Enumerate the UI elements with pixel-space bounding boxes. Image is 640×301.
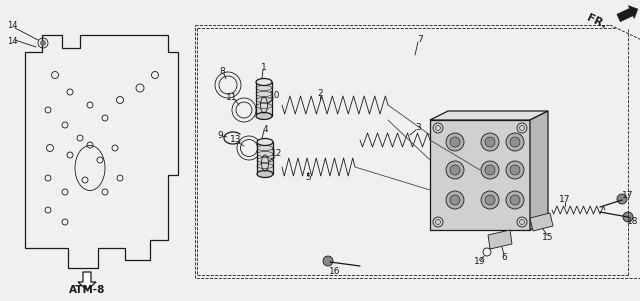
Ellipse shape [257,138,273,145]
Text: 12: 12 [271,150,283,159]
Circle shape [510,137,520,147]
Text: 9: 9 [217,131,223,139]
Circle shape [450,137,460,147]
Circle shape [485,165,495,175]
Circle shape [506,133,524,151]
Circle shape [506,161,524,179]
Text: 5: 5 [305,173,311,182]
Circle shape [623,212,633,222]
Circle shape [485,195,495,205]
Text: 1: 1 [261,64,267,73]
Circle shape [446,133,464,151]
Text: 7: 7 [417,36,423,45]
Text: 2: 2 [317,88,323,98]
Polygon shape [257,142,273,174]
Circle shape [510,165,520,175]
Ellipse shape [257,170,273,178]
Text: 17: 17 [559,196,571,204]
Polygon shape [430,111,548,120]
Circle shape [510,195,520,205]
Text: 19: 19 [474,257,486,266]
Circle shape [481,191,499,209]
Text: 18: 18 [627,218,639,226]
Circle shape [450,195,460,205]
Text: 8: 8 [219,67,225,76]
Circle shape [323,256,333,266]
Text: 11: 11 [227,92,237,101]
Circle shape [481,133,499,151]
Circle shape [446,191,464,209]
Circle shape [485,137,495,147]
Text: 4: 4 [262,125,268,134]
Text: 14: 14 [7,38,17,46]
Ellipse shape [256,79,272,85]
Text: 15: 15 [542,232,554,241]
Polygon shape [78,272,96,290]
Text: ATM-8: ATM-8 [69,285,105,295]
Circle shape [481,161,499,179]
Text: 16: 16 [329,268,340,277]
Ellipse shape [256,113,272,119]
Text: 10: 10 [269,92,281,101]
Polygon shape [256,82,272,116]
Circle shape [40,41,45,45]
Circle shape [446,161,464,179]
Polygon shape [530,111,548,230]
Text: FR.: FR. [586,13,609,31]
Polygon shape [617,6,637,22]
Text: 6: 6 [501,253,507,262]
Circle shape [450,165,460,175]
Polygon shape [530,213,553,231]
Text: 17: 17 [622,191,634,200]
Polygon shape [430,120,530,230]
Text: 13: 13 [230,135,242,144]
Circle shape [506,191,524,209]
Text: 14: 14 [7,20,17,29]
Text: 3: 3 [415,123,421,132]
Polygon shape [488,230,512,249]
Circle shape [617,194,627,204]
